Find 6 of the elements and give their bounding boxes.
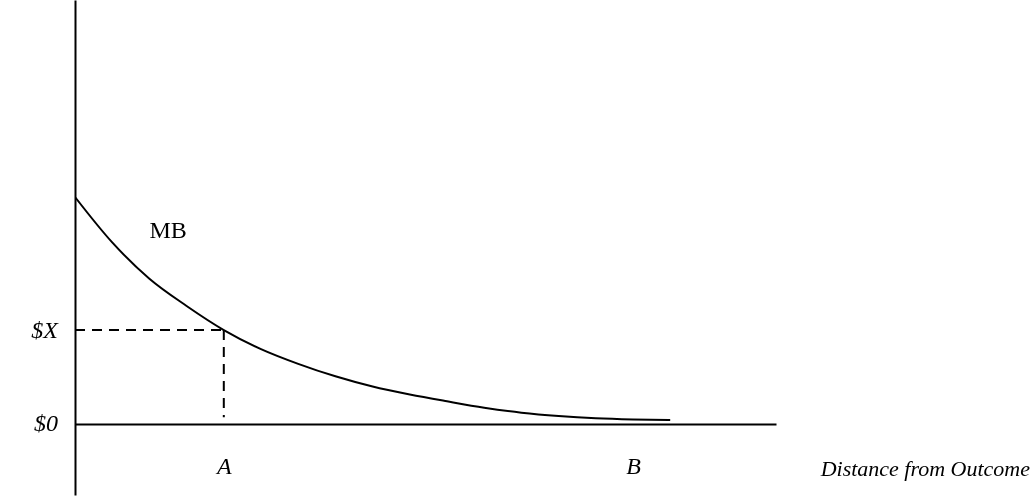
x-tick-label: A: [214, 452, 232, 479]
text: Distance from Outcome: [819, 456, 1031, 481]
x-tick-label: B: [626, 452, 642, 479]
annotation: $X: [31, 317, 60, 343]
series-label: MB: [149, 216, 187, 243]
annotation: $0: [34, 410, 58, 436]
